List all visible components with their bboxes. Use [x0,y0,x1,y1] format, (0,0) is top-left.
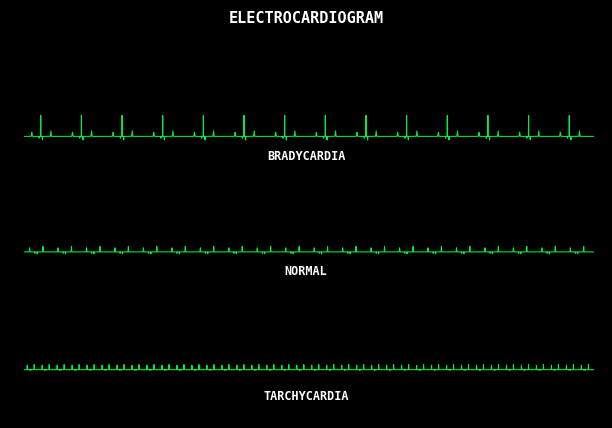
Text: NORMAL: NORMAL [285,265,327,278]
Text: TARCHYCARDIA: TARCHYCARDIA [263,390,349,403]
Text: BRADYCARDIA: BRADYCARDIA [267,150,345,163]
Text: ELECTROCARDIOGRAM: ELECTROCARDIOGRAM [228,11,384,26]
